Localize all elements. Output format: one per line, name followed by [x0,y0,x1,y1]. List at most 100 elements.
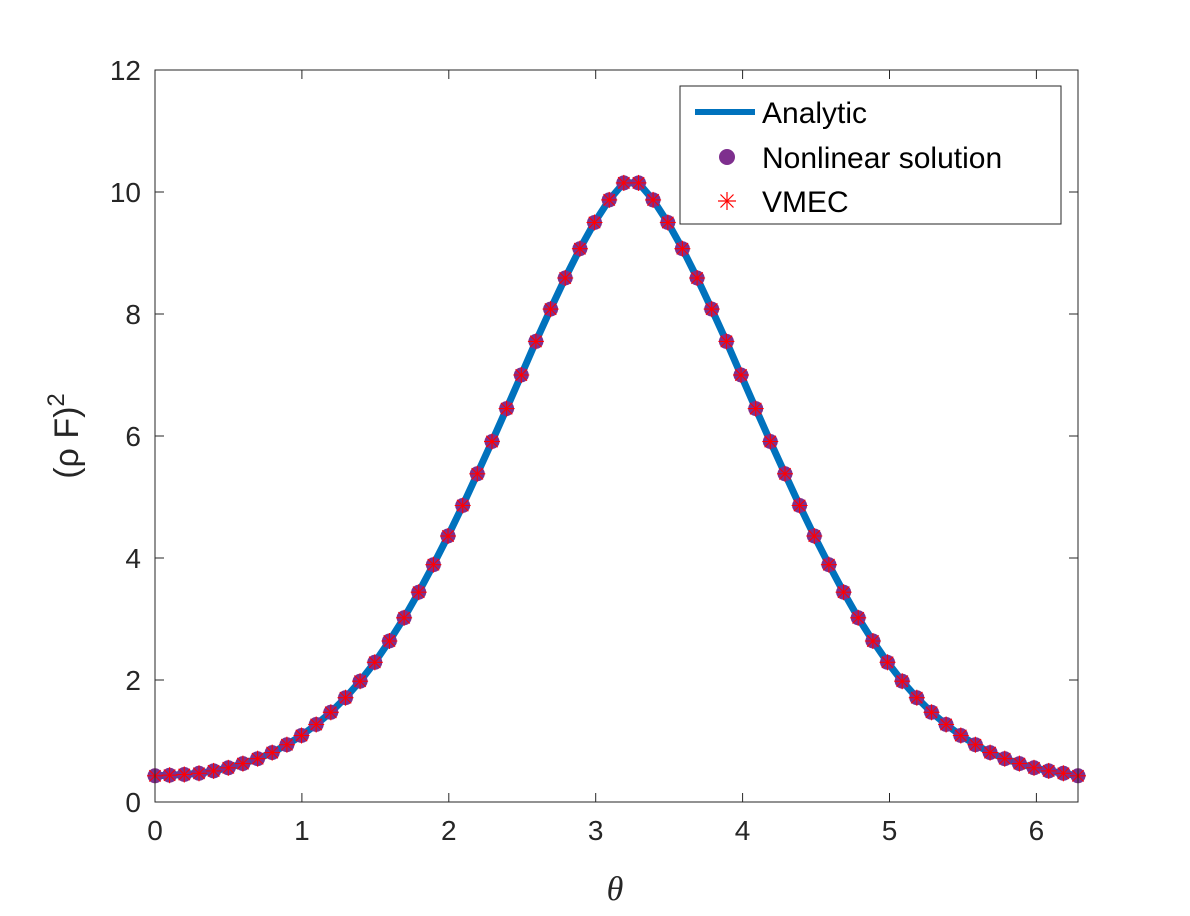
y-tick-label: 8 [125,299,141,330]
vmec-point-stroke [529,335,542,348]
vmec-point [220,759,237,776]
vmec-point-stroke [178,768,191,781]
vmec-point-stroke [573,242,586,255]
vmec-point-stroke [984,746,997,759]
vmec-point-stroke [544,303,557,316]
vmec-point-stroke [676,242,689,255]
vmec-point-stroke [588,216,601,229]
y-tick-label: 4 [125,543,141,574]
vmec-point [396,609,413,626]
vmec-point [879,654,896,671]
vmec-point-stroke [324,706,337,719]
vmec-point-stroke [969,738,982,751]
vmec-point-stroke [266,746,279,759]
vmec-point [864,633,881,649]
vmec-point [278,736,295,753]
vmec-point [586,214,603,231]
legend: Analytic Nonlinear solution VMEC [679,85,1062,225]
vmec-point [1040,762,1057,779]
vmec-point [703,301,720,318]
vmec-point [161,767,178,784]
vmec-point [806,528,823,544]
vmec-point-stroke [280,738,293,751]
vmec-point-stroke [251,752,264,765]
vmec-point [293,727,310,744]
vmec-point [718,333,735,350]
x-tick-label: 2 [441,815,457,846]
vmec-point-stroke [1013,757,1026,770]
vmec-point [615,174,632,191]
y-tick-label: 2 [125,665,141,696]
plot-frame [154,69,1079,803]
vmec-point [264,744,281,761]
x-tick-label: 1 [294,815,310,846]
vmec-point [952,727,969,744]
vmec-point [454,497,471,514]
vmec-point-stroke [500,402,513,415]
vmec-point [747,400,764,417]
vmec-point-stroke [1027,761,1041,774]
vmec-point [1026,759,1042,776]
vmec-point-stroke [295,729,308,742]
y-tick-label: 0 [125,787,141,818]
vmec-point-stroke [471,467,484,480]
vmec-point-stroke [398,611,411,624]
vmec-point-stroke [441,529,455,543]
vmec-point-stroke [310,718,323,731]
vmec-point-stroke [236,757,249,770]
vmec-point-stroke [515,368,528,382]
vmec-point-stroke [222,761,235,774]
vmec-point-stroke [749,402,762,415]
vmec-point-stroke [632,176,645,189]
legend-marker-vmec [718,192,736,210]
vmec-point-stroke [925,706,938,719]
vmec-point [176,766,193,783]
vmec-point [820,556,837,573]
vmec-point-stroke [954,729,967,742]
vmec-point-stroke [163,769,176,782]
vmec-point [835,584,852,601]
vmec-point-stroke [764,435,777,448]
y-tick-label: 6 [125,421,141,452]
vmec-point-stroke [368,656,381,669]
data-layer [147,174,1086,784]
legend-label-nonlinear: Nonlinear solution [762,142,1002,175]
vmec-point-stroke [691,271,704,285]
x-tick-label: 0 [147,815,163,846]
vmec-point-stroke [866,634,879,648]
legend-label-vmec: VMEC [762,186,849,219]
vmec-point [1011,755,1028,772]
vmec-point-stroke [207,764,220,777]
y-axis-label: (ρ F)2 [43,393,86,479]
vmec-point-stroke [793,499,806,512]
vmec-point [205,762,222,779]
vmec-point [1055,765,1072,782]
vmec-point [967,736,984,753]
vmec-point [366,654,383,671]
vmec-point-stroke [852,611,865,624]
y-axis-label-group: (ρ F)2 [43,393,86,479]
vmec-point [733,367,749,383]
vmec-point [938,716,955,733]
vmec-point [894,673,911,690]
y-tick-label: 10 [110,177,141,208]
vmec-point-stroke [647,193,660,206]
x-tick-label: 3 [588,815,604,846]
vmec-point [337,689,354,706]
x-tick-label: 4 [735,815,751,846]
legend-label-analytic: Analytic [762,97,867,130]
vmec-point [777,465,793,482]
ticks-layer [154,69,1078,803]
vmec-point-stroke [705,303,718,316]
vmec-point-stroke [485,435,499,448]
vmec-point [322,704,339,721]
vmec-point [674,240,691,257]
vmec-point-stroke [910,691,923,704]
vmec-point [308,716,325,733]
vmec-point-stroke [1057,767,1070,780]
vmec-point-stroke [778,467,792,480]
vmec-point [982,744,999,761]
vmec-point-stroke [427,558,440,571]
y-axis-label-superscript: 2 [43,393,70,406]
